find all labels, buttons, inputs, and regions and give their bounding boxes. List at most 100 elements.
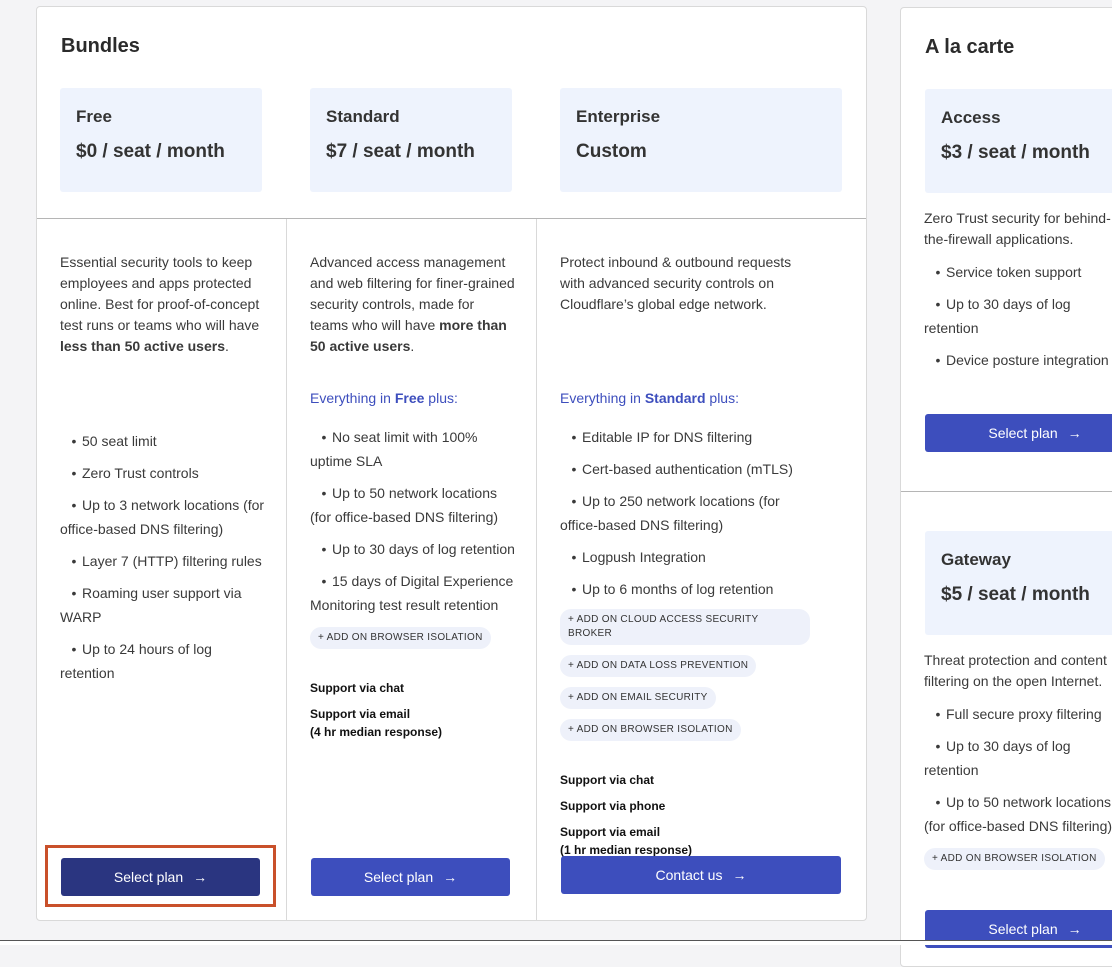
divider [286,219,287,921]
feature-item: • Up to 50 network locations (for office-… [310,481,515,529]
plan-description: Zero Trust security for behind-the-firew… [924,210,1111,247]
select-plan-button[interactable]: Select plan → [311,858,510,896]
bullet-icon: • [935,794,941,810]
feature-item: • Up to 6 months of log retention [560,577,810,601]
feature-text: Up to 50 network locations (for office-b… [924,794,1112,834]
t: Free [394,390,425,406]
feature-item: • Up to 3 network locations (for office-b… [60,493,265,541]
feature-item: • Layer 7 (HTTP) filtering rules [60,549,265,573]
support-list: Support via chat Support via phone Support… [560,771,810,859]
addon-chip[interactable]: + ADD ON DATA LOSS PREVENTION [560,655,757,677]
feature-text: Zero Trust controls [82,465,199,481]
plan-price: $0 / seat / month [76,141,225,162]
desc-text: Protect inbound & outbound requests with… [560,254,792,312]
t: plus: [705,390,739,406]
feature-text: Up to 3 network locations (for office-ba… [60,497,265,537]
addon-chip[interactable]: + ADD ON BROWSER ISOLATION [310,627,491,649]
feature-text: Logpush Integration [582,549,706,565]
bullet-icon: • [571,581,577,597]
t: plus: [424,390,458,406]
price-box: Standard $7 / seat / month [310,88,512,192]
bullet-icon: • [321,541,327,557]
feature-list: • Editable IP for DNS filtering • Cert-base… [560,425,810,867]
feature-item: • Logpush Integration [560,545,810,569]
plan-price: $5 / seat / month [941,584,1090,605]
bottom-border [0,940,1112,945]
support-item: Support via email (4 hr median response) [310,707,443,739]
arrow-right-icon: → [1067,921,1082,937]
alacarte-title: A la carte [925,36,1015,58]
bullet-icon: • [935,352,941,368]
feature-item: • Full secure proxy filtering [924,702,1112,726]
addon-chip[interactable]: + ADD ON BROWSER ISOLATION [924,848,1105,870]
feature-item: • Zero Trust controls [60,461,265,485]
price-box: Enterprise Custom [560,88,842,192]
bullet-icon: • [71,553,77,569]
addon-chip[interactable]: + ADD ON EMAIL SECURITY [560,687,716,709]
feature-list: • 50 seat limit • Zero Trust controls • Up to… [60,429,265,693]
support-list: Support via chat Support via email (4 hr … [310,679,515,741]
plan-details: Protect inbound & outbound requests with… [560,252,810,857]
button-label: Select plan [363,869,434,885]
feature-text: Up to 30 days of log retention [332,541,515,557]
plan-name: Enterprise [576,107,661,126]
feature-list: • Full secure proxy filtering • Up to 30 da… [924,702,1112,878]
feature-item: • Editable IP for DNS filtering [560,425,810,449]
plan-description: Advanced access management and web filte… [310,252,515,357]
plan-description: Protect inbound & outbound requests with… [560,252,810,315]
desc-text: Advanced access management and web filte… [310,254,515,333]
plan-name: Free [76,107,112,126]
feature-item: • Up to 24 hours of log retention [60,637,265,685]
feature-text: Up to 6 months of log retention [582,581,774,597]
select-plan-button[interactable]: Select plan → [61,858,260,896]
bullet-icon: • [571,461,577,477]
arrow-right-icon: → [193,869,208,885]
support-item: Support via phone [560,799,666,813]
plan-details: Advanced access management and web filte… [310,252,515,739]
bullet-icon: • [71,585,77,601]
arrow-right-icon: → [1067,425,1082,441]
bullet-icon: • [571,429,577,445]
feature-item: • Cert-based authentication (mTLS) [560,457,810,481]
bullet-icon: • [321,429,327,445]
desc-text: . [410,338,415,354]
plan-description: Essential security tools to keep employe… [60,252,265,357]
price-box: Free $0 / seat / month [60,88,262,192]
everything-in-label: Everything in Standard plus: [560,388,739,409]
bullet-icon: • [71,497,77,513]
plan-price: $7 / seat / month [326,141,475,162]
bullet-icon: • [935,738,941,754]
bullet-icon: • [321,485,327,501]
bullet-icon: • [71,465,77,481]
plan-details: Essential security tools to keep employe… [60,252,265,681]
feature-item: • Roaming user support via WARP [60,581,265,629]
select-plan-button[interactable]: Contact us → [561,856,841,894]
button-label: Select plan [113,869,184,885]
plan-price: Custom [576,141,647,162]
select-plan-button[interactable]: Select plan → [925,414,1112,452]
plan-price: $3 / seat / month [941,142,1090,163]
feature-text: 15 days of Digital Experience Monitoring… [310,573,514,613]
support-item: Support via chat [560,773,655,787]
feature-text: Up to 24 hours of log retention [60,641,212,681]
feature-item: • Device posture integration [924,348,1112,372]
support-item: Support via chat [310,681,405,695]
feature-text: Roaming user support via WARP [60,585,242,625]
feature-text: Up to 30 days of log retention [924,738,1071,778]
addon-chip[interactable]: + ADD ON CLOUD ACCESS SECURITY BROKER [560,609,810,645]
feature-item: • Service token support [924,260,1112,284]
price-box: Access $3 / seat / month [925,89,1112,193]
feature-item: • Up to 50 network locations (for office-… [924,790,1112,838]
everything-in-label: Everything in Free plus: [310,388,458,409]
feature-text: No seat limit with 100% uptime SLA [310,429,478,469]
feature-text: Up to 30 days of log retention [924,296,1071,336]
desc-bold: more than 50 active users [310,317,507,354]
feature-text: Full secure proxy filtering [946,706,1102,722]
feature-text: Cert-based authentication (mTLS) [582,461,793,477]
feature-text: Service token support [946,264,1082,280]
addon-chip[interactable]: + ADD ON BROWSER ISOLATION [560,719,741,741]
t: Everything in [560,390,645,406]
support-item: Support via email (1 hr median response) [560,825,693,857]
bullet-icon: • [321,573,327,589]
selection-highlight [45,845,276,907]
